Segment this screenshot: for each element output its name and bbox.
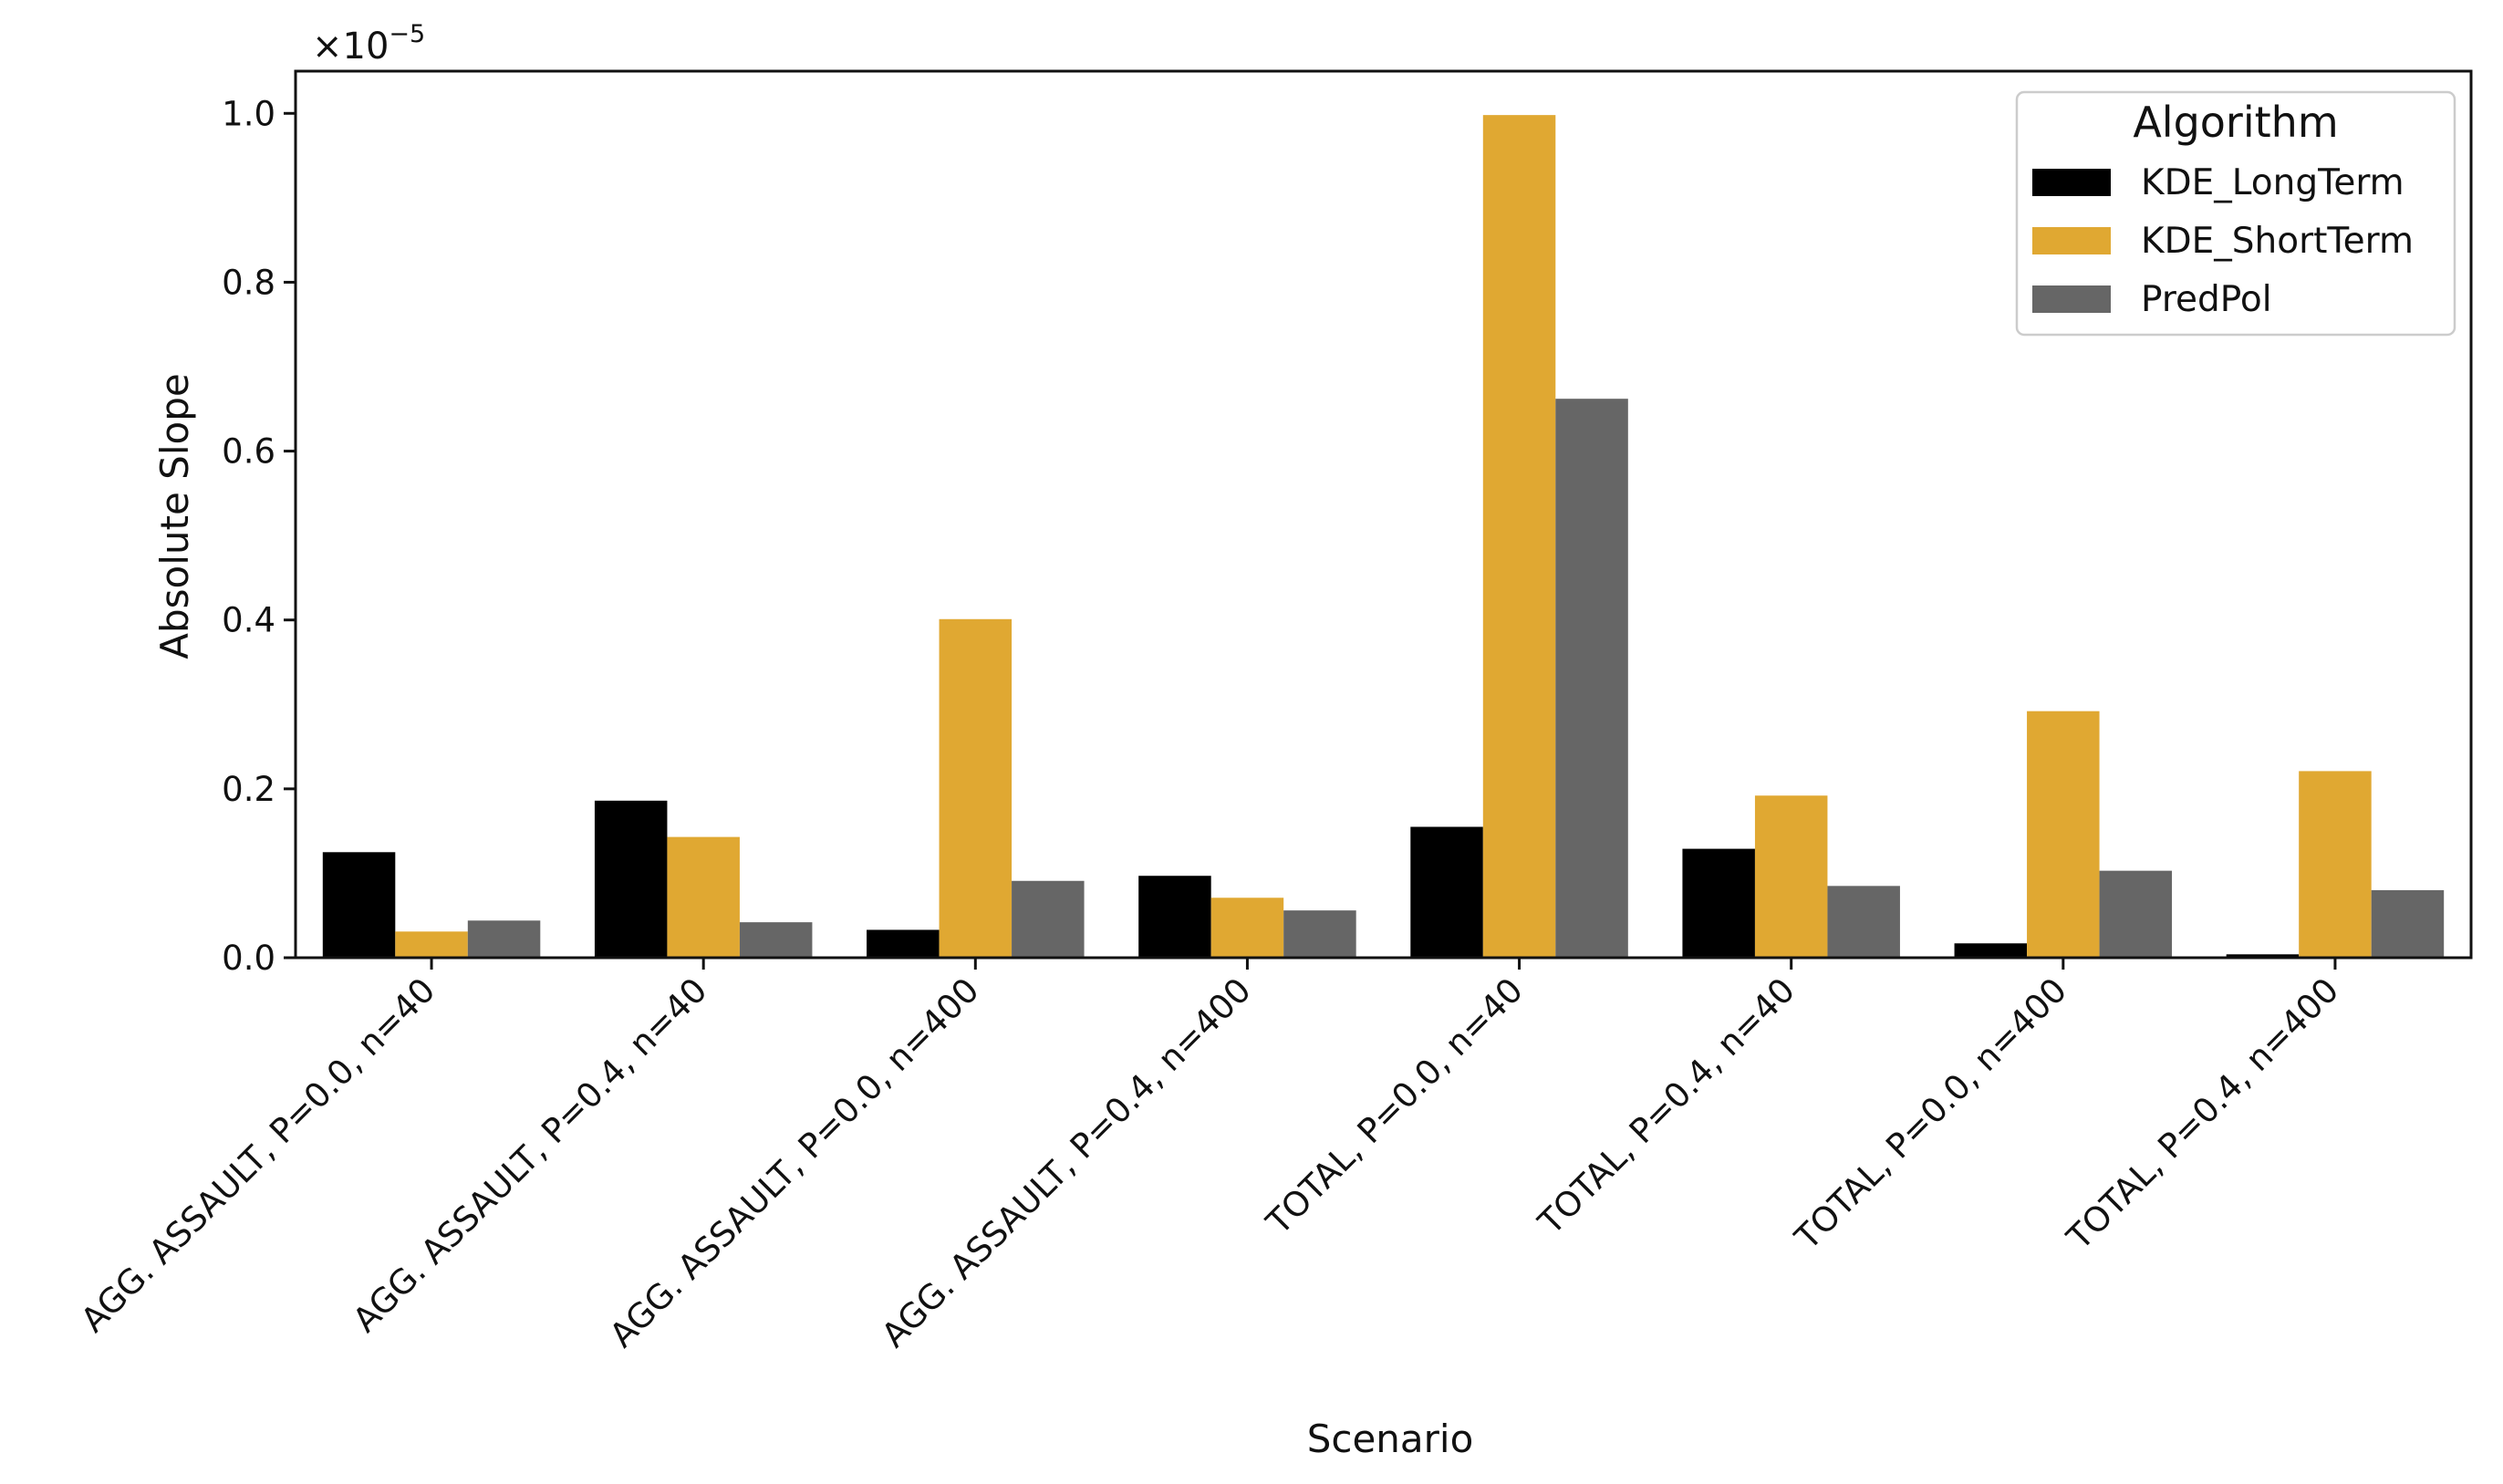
y-tick-label: 0.8 bbox=[222, 263, 275, 302]
x-tick-label: TOTAL, P=0.0, n=400 bbox=[1787, 970, 2074, 1258]
x-axis-title: Scenario bbox=[1307, 1417, 1474, 1461]
bar bbox=[1138, 876, 1211, 958]
y-tick-label: 0.4 bbox=[222, 601, 275, 640]
y-axis-title: Absolute Slope bbox=[152, 373, 197, 659]
legend-label: KDE_ShortTerm bbox=[2141, 221, 2414, 262]
bar bbox=[2226, 954, 2300, 958]
bar bbox=[1682, 848, 1755, 958]
legend: Algorithm KDE_LongTerm KDE_ShortTerm PredP… bbox=[2015, 90, 2456, 337]
y-offset-label: ×10−5 bbox=[312, 20, 425, 67]
legend-swatch bbox=[2032, 169, 2111, 196]
bar bbox=[867, 929, 940, 958]
bar bbox=[1012, 880, 1085, 958]
bar bbox=[1410, 826, 1483, 958]
bars-layer bbox=[322, 115, 2445, 958]
legend-entries: KDE_LongTerm KDE_ShortTerm PredPol bbox=[2032, 162, 2414, 320]
plot-frame bbox=[294, 69, 2473, 960]
x-tick-label: TOTAL, P=0.0, n=40 bbox=[1258, 970, 1530, 1242]
bar bbox=[467, 920, 541, 958]
bar bbox=[939, 618, 1013, 958]
bar bbox=[1283, 910, 1356, 958]
y-tick-label: 0.6 bbox=[222, 432, 275, 472]
bar bbox=[1754, 795, 1828, 958]
bar bbox=[2099, 870, 2173, 958]
x-tick-label: TOTAL, P=0.4, n=40 bbox=[1531, 970, 1802, 1242]
legend-swatch bbox=[2032, 227, 2111, 254]
legend-frame bbox=[2015, 90, 2456, 337]
bar bbox=[667, 836, 740, 958]
bar bbox=[2027, 711, 2100, 958]
x-tick-label: TOTAL, P=0.4, n=400 bbox=[2059, 970, 2346, 1258]
legend-title: Algorithm bbox=[2133, 98, 2338, 147]
bar bbox=[1827, 886, 1900, 958]
legend-label: PredPol bbox=[2141, 279, 2272, 320]
bar bbox=[395, 931, 468, 958]
bar bbox=[2299, 771, 2372, 958]
legend-swatch bbox=[2032, 285, 2111, 313]
bar bbox=[1555, 399, 1628, 958]
bar bbox=[739, 922, 813, 958]
bar bbox=[1210, 898, 1284, 958]
legend-label: KDE_LongTerm bbox=[2141, 162, 2404, 203]
y-tick-label: 0.2 bbox=[222, 770, 275, 809]
y-axis: 0.0 0.2 0.4 0.6 0.8 1.0 bbox=[222, 94, 296, 978]
bar bbox=[1482, 115, 1556, 958]
bar bbox=[1954, 943, 2028, 958]
y-tick-label: 0.0 bbox=[222, 939, 275, 978]
bar bbox=[594, 800, 668, 958]
bar bbox=[322, 852, 396, 958]
bar bbox=[2371, 889, 2445, 958]
y-tick-label: 1.0 bbox=[222, 94, 275, 133]
